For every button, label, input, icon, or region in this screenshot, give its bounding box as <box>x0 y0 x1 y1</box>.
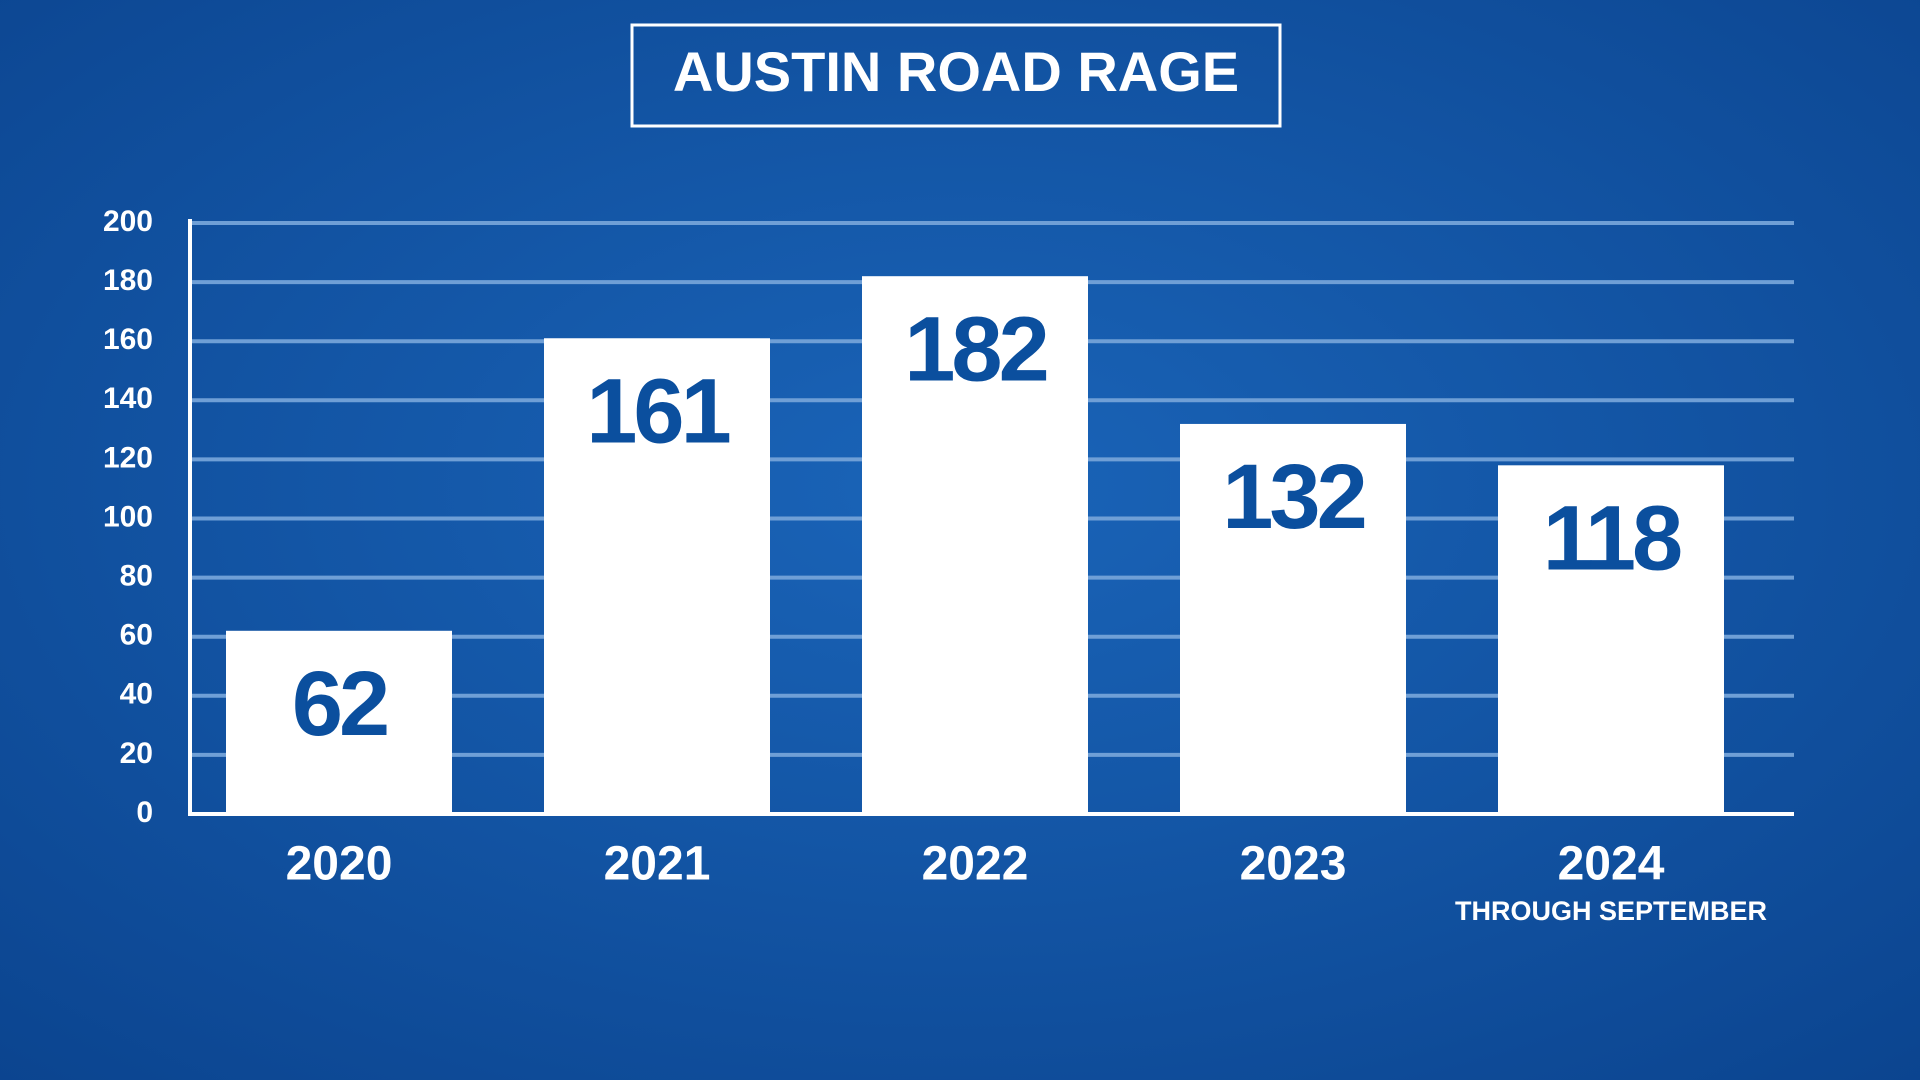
value-label: 118 <box>1543 488 1681 590</box>
bar <box>544 338 770 814</box>
y-tick-label: 40 <box>120 678 153 711</box>
x-tick-label: 2023 <box>1240 838 1347 891</box>
bar <box>862 276 1088 814</box>
x-tick-label: 2022 <box>922 838 1029 891</box>
y-tick-label: 180 <box>103 264 153 297</box>
value-label: 62 <box>292 653 387 755</box>
y-tick-label: 0 <box>136 796 153 829</box>
value-label: 182 <box>904 298 1046 400</box>
y-tick-label: 120 <box>103 441 153 474</box>
y-tick-label: 140 <box>103 382 153 415</box>
value-label: 161 <box>586 361 729 463</box>
y-tick-label: 20 <box>120 737 153 770</box>
value-label: 132 <box>1222 446 1364 548</box>
title-box <box>630 23 1282 128</box>
y-tick-label: 200 <box>103 205 153 238</box>
annotation: THROUGH SEPTEMBER <box>1455 896 1767 926</box>
bar <box>1498 465 1724 814</box>
chart-title: AUSTIN ROAD RAGE <box>673 40 1239 103</box>
y-tick-label: 80 <box>120 560 153 593</box>
y-tick-label: 160 <box>103 323 153 356</box>
y-tick-label: 100 <box>103 500 153 533</box>
bar <box>1180 423 1406 814</box>
x-tick-label: 2024 <box>1558 838 1665 891</box>
bar <box>226 630 452 814</box>
x-tick-label: 2020 <box>286 838 393 891</box>
y-tick-label: 60 <box>120 619 153 652</box>
x-tick-label: 2021 <box>604 838 711 891</box>
